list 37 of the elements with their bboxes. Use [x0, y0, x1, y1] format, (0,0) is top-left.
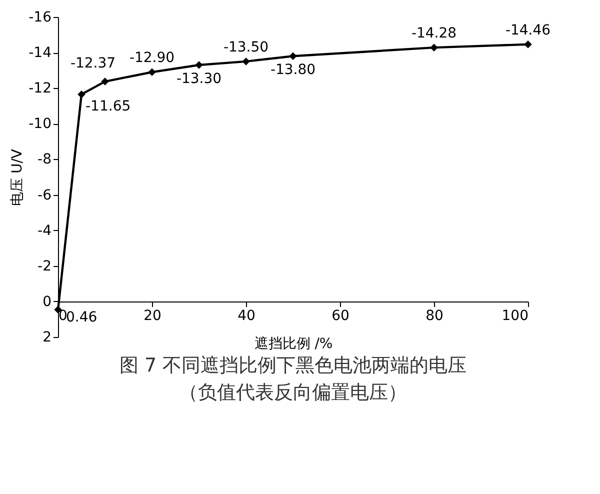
text: （负值代表反向偏置电压）: [179, 381, 407, 404]
x-axis-title: 遮挡比例 /%: [254, 336, 333, 352]
data-label: -13.80: [270, 62, 316, 78]
x-tick-label: 80: [426, 308, 444, 324]
y-tick-label: -10: [28, 116, 52, 132]
y-tick-label: -6: [38, 187, 52, 204]
data-label: -13.30: [176, 71, 222, 87]
point: [195, 61, 203, 69]
y-tick-label: -2: [38, 258, 52, 274]
y-tick-label: -14: [28, 45, 52, 62]
point: [289, 52, 297, 60]
data-label: -11.65: [86, 98, 131, 114]
x-tick-label: 100: [502, 308, 528, 324]
x-tick-label: 0: [58, 308, 68, 324]
data-label: -12.37: [70, 56, 116, 72]
y-tick-label: 2: [42, 330, 52, 346]
data-label: 0.46: [66, 310, 98, 326]
data-label: -13.50: [223, 39, 269, 56]
x-tick-label: 60: [332, 308, 350, 324]
y-tick-label: 0: [42, 294, 52, 310]
text: 图 7 不同遮挡比例下黑色电池两端的电压: [119, 354, 467, 376]
y-axis-title: 电压 U/V: [10, 148, 26, 206]
point: [78, 90, 86, 98]
point: [524, 40, 532, 48]
data-label: -14.46: [505, 22, 551, 38]
y-tick-label: -8: [38, 152, 52, 168]
y-tick-label: -4: [38, 222, 52, 239]
point: [101, 78, 109, 86]
point: [430, 44, 438, 52]
x-tick-label: 20: [144, 308, 162, 324]
data-label: -14.28: [411, 26, 457, 42]
point: [148, 68, 156, 76]
y-tick-label: -16: [28, 10, 52, 26]
point: [242, 58, 250, 66]
y-tick-label: -12: [28, 80, 52, 97]
x-tick-label: 40: [238, 308, 256, 324]
data-label: -12.90: [129, 50, 175, 66]
